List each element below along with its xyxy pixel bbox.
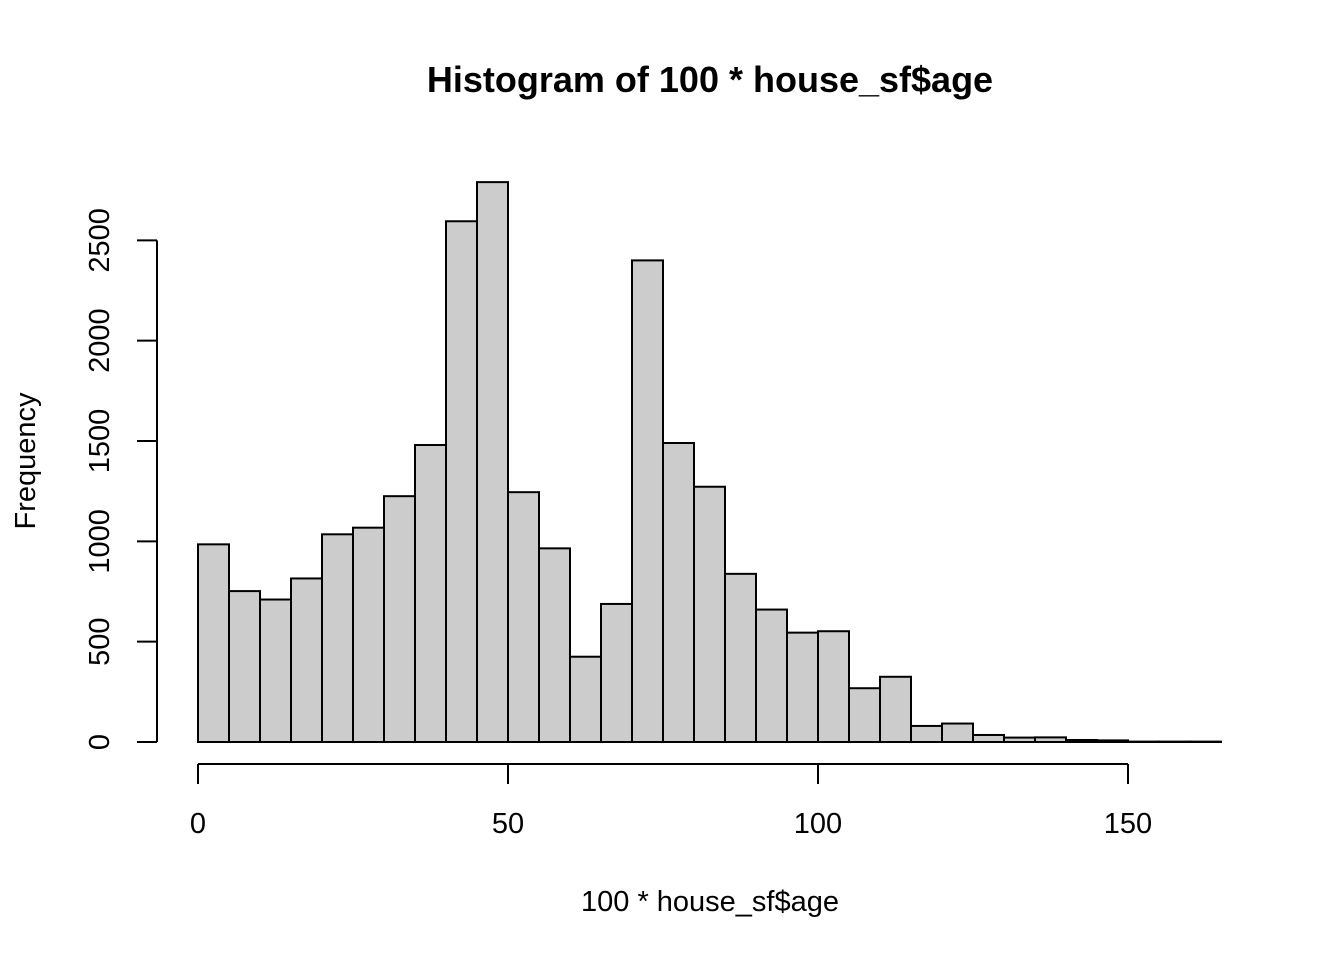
histogram-bar: [1065, 738, 1098, 743]
y-tick-label: 2000: [84, 308, 116, 373]
y-tick-label: 1500: [84, 409, 116, 474]
histogram-bar: [259, 598, 292, 743]
histogram-bar: [476, 181, 509, 744]
bars-group: [197, 181, 1222, 744]
histogram-bar: [879, 675, 912, 743]
histogram-bar: [662, 442, 695, 743]
x-tick-label: 150: [1104, 808, 1152, 840]
histogram-bar: [569, 655, 602, 744]
histogram-bar: [352, 526, 385, 744]
histogram-bar: [848, 687, 881, 744]
histogram-bar: [1034, 736, 1067, 743]
histogram-bar: [817, 630, 850, 743]
histogram-bar: [228, 590, 261, 743]
histogram-bar: [321, 533, 354, 744]
y-tick-label: 2500: [84, 208, 116, 273]
histogram-bar: [786, 631, 819, 743]
histogram-bar: [910, 724, 943, 744]
histogram-bar: [383, 495, 416, 744]
x-axis-label: 100 * house_sf$age: [581, 886, 839, 918]
histogram-bar: [414, 444, 447, 743]
chart-title: Histogram of 100 * house_sf$age: [427, 59, 993, 100]
histogram-bar: [693, 485, 726, 744]
y-tick-label: 0: [84, 734, 116, 750]
x-tick-label: 50: [492, 808, 524, 840]
histogram-bar: [1096, 739, 1129, 744]
y-tick-label: 500: [84, 617, 116, 665]
histogram-bar: [972, 733, 1005, 744]
y-axis: 0 500 1000 1500 2000 2500: [84, 208, 158, 750]
histogram-bar: [507, 491, 540, 744]
histogram-bar: [724, 572, 757, 744]
histogram-bar: [538, 547, 571, 743]
histogram-bar: [1003, 736, 1036, 744]
histogram-bar: [941, 722, 974, 743]
histogram-bar: [445, 220, 478, 743]
histogram-bar: [197, 543, 230, 743]
histogram-bar: [755, 608, 788, 743]
y-axis-label: Frequency: [10, 392, 42, 530]
histogram-bar: [600, 602, 633, 743]
x-axis: 0 50 100 150: [190, 763, 1152, 840]
histogram-bar: [290, 577, 323, 744]
y-tick-label: 1000: [84, 509, 116, 574]
histogram-bar: [631, 259, 664, 743]
x-tick-label: 0: [190, 808, 206, 840]
x-tick-label: 100: [794, 808, 842, 840]
